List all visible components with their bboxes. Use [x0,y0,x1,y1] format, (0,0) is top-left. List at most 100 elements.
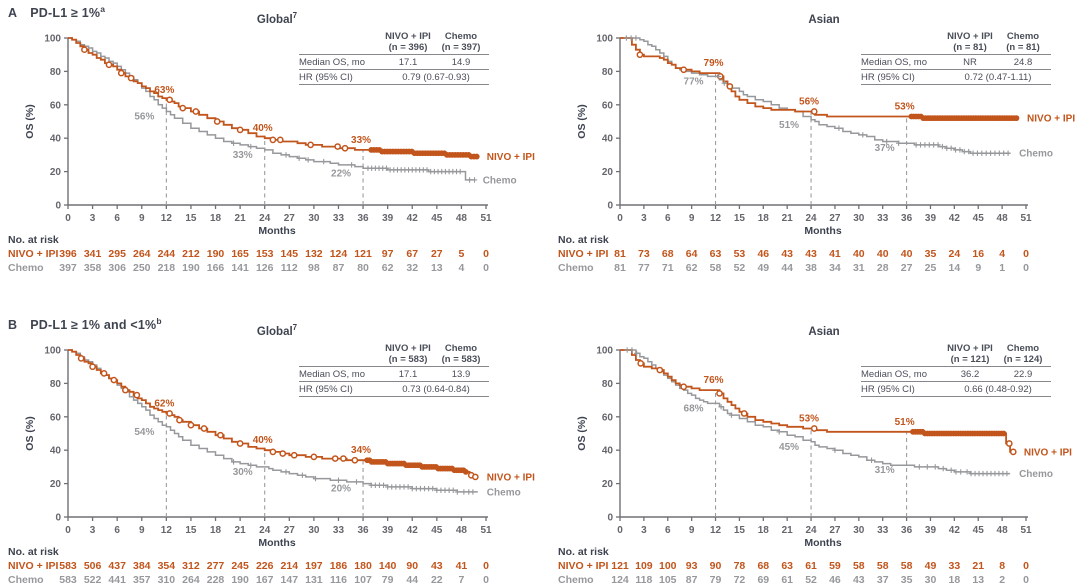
risk-value: 397 [59,262,77,274]
y-axis-label: OS (%) [576,104,588,138]
landmark-label: 33% [351,135,371,146]
x-tick-label: 30 [308,213,320,224]
censor-circle [473,153,480,160]
x-tick-label: 51 [1020,525,1032,536]
risk-value: 69 [757,574,770,585]
chemo-curve-label: Chemo [487,487,521,498]
x-tick-label: 36 [901,525,913,536]
y-tick-label: 80 [602,67,614,78]
risk-value: 0 [483,574,489,585]
risk-value: 27 [430,248,443,260]
risk-value: 121 [354,248,372,260]
censor-circle [269,448,277,456]
risk-value: 73 [638,248,650,260]
risk-value: 49 [924,560,937,572]
x-tick-label: 45 [431,525,443,536]
section-b-heading: B PD-L1 ≥ 1% and <1%b [8,316,162,332]
panel-title: Asian [808,13,840,26]
x-tick-label: 42 [949,213,961,224]
risk-value: 310 [157,574,176,585]
censor-circle [179,104,187,112]
censor-circle [471,473,479,481]
x-tick-label: 30 [853,213,865,224]
landmark-label: 76% [704,375,724,386]
risk-value: 41 [455,560,468,572]
landmark-label: 33% [233,150,253,161]
landmark-label: 54% [134,427,154,438]
risk-value: 357 [132,574,151,585]
number-at-risk-table: No. at risk NIVO + IPI 81 73 68 64 63 53 46 43 43 4… [540,234,1080,280]
risk-value: 341 [83,248,102,260]
risk-value: 0 [1023,248,1029,260]
y-tick-label: 100 [44,346,61,357]
x-tick-label: 33 [877,213,889,224]
risk-value: 59 [829,560,841,572]
risk-row-label: Chemo [8,262,44,274]
os-stats-table: NIVO + IPI (n = 81) Chemo (n = 81) Median OS… [861,30,1051,86]
censor-circle [740,410,748,417]
y-tick-label: 80 [602,379,614,390]
x-tick-label: 27 [284,213,296,224]
censor-circle [81,46,88,54]
censor-circle [127,74,135,82]
risk-value: 21 [972,560,985,572]
risk-value: 81 [614,262,626,274]
censor-circle [1000,430,1007,437]
x-tick-label: 0 [65,213,71,224]
x-tick-label: 33 [333,213,345,224]
risk-value: 140 [378,560,397,572]
risk-row-label: NIVO + IPI [558,560,609,572]
risk-value: 2 [999,574,1006,585]
censor-circle [100,370,108,377]
x-tick-label: 6 [114,213,120,224]
risk-value: 78 [733,560,746,572]
x-tick-label: 51 [1020,213,1032,224]
censor-circle [341,144,349,152]
x-tick-label: 51 [480,213,492,224]
chemo-censor-marks [623,35,1011,156]
y-tick-label: 40 [50,446,62,457]
x-tick-label: 27 [829,213,841,224]
landmark-label: 68% [684,403,704,414]
y-tick-label: 0 [607,201,613,212]
risk-value: 80 [357,262,369,274]
x-tick-label: 24 [805,525,817,536]
panel-title: Global7 [256,323,298,338]
censor-circle [1013,115,1020,122]
risk-value: 306 [108,262,126,274]
risk-value: 121 [611,560,629,572]
y-tick-label: 0 [55,513,61,524]
stats-row: HR (95% CI) 0.72 (0.47-1.11) [861,70,1051,86]
risk-row-label: NIVO + IPI [558,248,609,260]
x-tick-label: 0 [617,213,623,224]
x-tick-label: 0 [65,525,71,536]
risk-value: 31 [852,262,865,274]
censor-circle [810,425,818,432]
y-tick-label: 100 [44,34,61,45]
censor-circle [166,410,173,417]
risk-value: 583 [59,574,77,585]
x-tick-label: 21 [235,525,247,536]
censor-circle [269,136,277,144]
risk-value: 53 [733,248,746,260]
censor-circle [1005,440,1013,447]
censor-circle [117,69,125,77]
x-tick-label: 0 [617,525,623,536]
chemo-curve-label: Chemo [1019,469,1053,480]
x-tick-label: 3 [90,213,96,224]
chemo-curve [620,349,1011,475]
risk-value: 13 [972,574,985,585]
censor-circle [1009,448,1017,456]
risk-value: 90 [709,560,722,572]
nivo-censor-marks [81,46,480,160]
chemo-curve [68,37,474,181]
x-tick-label: 48 [997,525,1009,536]
risk-row-label: Chemo [558,262,594,274]
risk-value: 441 [108,574,126,585]
x-tick-label: 39 [925,213,937,224]
chemo-curve [620,37,1011,154]
risk-value: 58 [876,560,889,572]
